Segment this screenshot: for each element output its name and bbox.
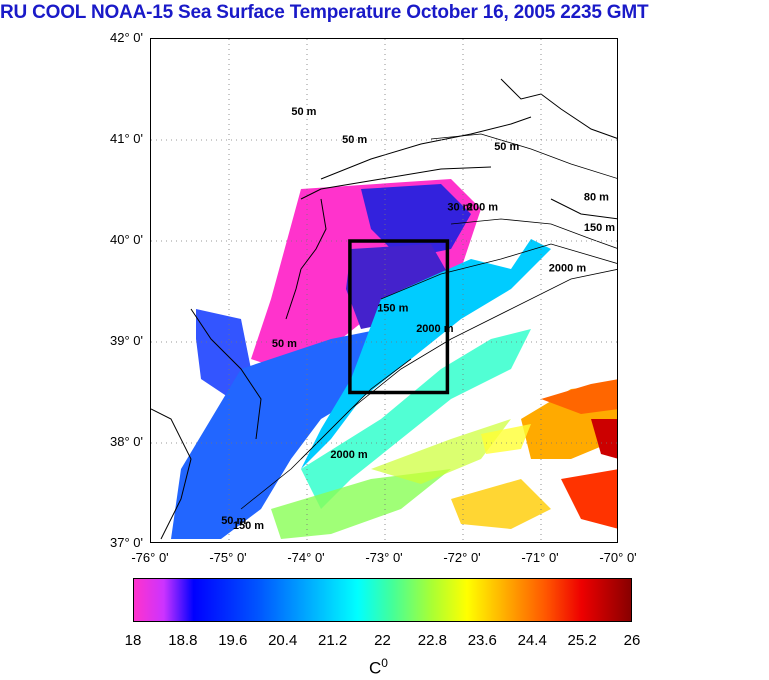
colorbar-tick-label: 23.6 bbox=[467, 632, 497, 649]
longitude-label: -74° 0' bbox=[287, 550, 325, 565]
colorbar-tick-label: 24.4 bbox=[517, 632, 547, 649]
colorbar-tick-label: 18.8 bbox=[168, 632, 198, 649]
contour-label: 200 m bbox=[467, 202, 498, 214]
longitude-label: -76° 0' bbox=[131, 550, 169, 565]
contour-label: 2000 m bbox=[549, 262, 587, 274]
coastline bbox=[151, 78, 617, 540]
map-title: RU COOL NOAA-15 Sea Surface Temperature … bbox=[0, 2, 649, 23]
contour-label: 50 m bbox=[494, 141, 519, 153]
contour-label: 150 m bbox=[233, 520, 264, 532]
study-area-box bbox=[348, 239, 450, 395]
units-label: C0 bbox=[369, 656, 388, 678]
contour-label: 150 m bbox=[377, 303, 408, 315]
contour-label: 2000 m bbox=[330, 449, 368, 461]
sst-map: 50 m 50 m 50 m 30 m 200 m 80 m 150 m 2000 m 2000… bbox=[150, 38, 618, 543]
colorbar-tick-label: 21.2 bbox=[317, 632, 348, 649]
colorbar-tick-label: 20.4 bbox=[268, 632, 298, 649]
longitude-label: -72° 0' bbox=[443, 550, 481, 565]
longitude-label: -73° 0' bbox=[365, 550, 403, 565]
contour-label: 50 m bbox=[342, 134, 367, 146]
colorbar-tick-label: 25.2 bbox=[567, 632, 597, 649]
latitude-label: 40° 0' bbox=[110, 232, 143, 247]
sst-field bbox=[171, 179, 617, 539]
longitude-label: -71° 0' bbox=[521, 550, 559, 565]
contour-label: 50 m bbox=[272, 338, 297, 350]
contour-label: 50 m bbox=[291, 106, 316, 118]
contour-label: 30 m bbox=[447, 202, 472, 214]
colorbar-tick-label: 22.8 bbox=[417, 632, 447, 649]
contour-label: 80 m bbox=[584, 192, 609, 204]
latitude-label: 38° 0' bbox=[110, 434, 143, 449]
latitude-label: 41° 0' bbox=[110, 131, 143, 146]
contour-label: 50 m bbox=[221, 515, 246, 527]
contour-label: 150 m bbox=[584, 222, 615, 234]
colorbar-tick-label: 26 bbox=[623, 632, 641, 649]
longitude-label: -75° 0' bbox=[209, 550, 247, 565]
latitude-label: 37° 0' bbox=[110, 535, 143, 550]
colorbar-tick-label: 22 bbox=[374, 632, 391, 649]
isobaths bbox=[240, 133, 617, 510]
colorbar-tick-label: 19.6 bbox=[218, 632, 248, 649]
latitude-label: 42° 0' bbox=[110, 30, 143, 45]
contour-label: 2000 m bbox=[416, 323, 454, 335]
temperature-colorbar bbox=[133, 578, 632, 622]
colorbar-tick-label: 18 bbox=[124, 632, 142, 649]
graticule bbox=[151, 39, 617, 542]
latitude-label: 39° 0' bbox=[110, 333, 143, 348]
longitude-label: -70° 0' bbox=[599, 550, 637, 565]
